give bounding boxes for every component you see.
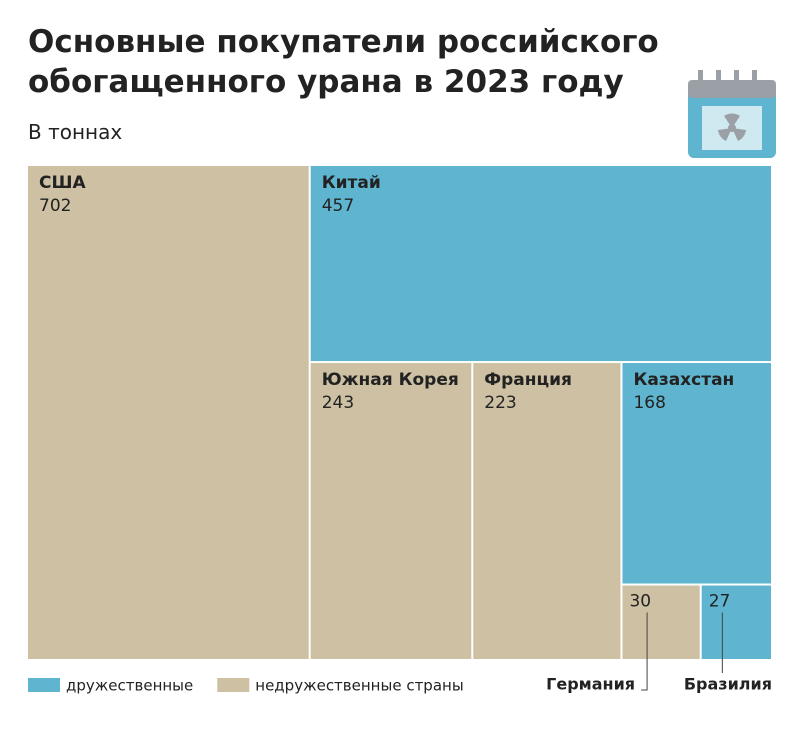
cell-label: Германия xyxy=(546,675,635,694)
value-label: 223 xyxy=(484,393,516,413)
treemap-cell xyxy=(622,585,700,659)
legend-label: дружественные xyxy=(66,677,193,695)
cell-label: Казахстан xyxy=(633,370,734,390)
chart-subtitle: В тоннах xyxy=(28,120,123,144)
treemap-cell xyxy=(622,363,771,584)
value-label: 457 xyxy=(322,196,354,216)
value-label: 30 xyxy=(629,592,651,612)
legend-swatch xyxy=(28,678,60,692)
legend-label: недружественные страны xyxy=(255,677,463,695)
treemap-cell xyxy=(310,363,472,659)
treemap-cell xyxy=(473,363,621,659)
treemap-cell xyxy=(701,585,771,659)
cell-label: США xyxy=(39,173,86,193)
treemap-cell xyxy=(310,166,771,362)
cell-label: Бразилия xyxy=(684,675,772,694)
treemap-cell xyxy=(28,166,309,659)
value-label: 27 xyxy=(709,592,731,612)
value-label: 243 xyxy=(322,393,354,413)
cell-label: Франция xyxy=(484,370,572,390)
cell-label: Южная Корея xyxy=(322,370,459,390)
value-label: 702 xyxy=(39,196,71,216)
icon xyxy=(688,70,776,158)
chart-title: Основные покупатели российского обогащен… xyxy=(28,24,659,100)
cell-label: Китай xyxy=(322,173,381,193)
legend-swatch xyxy=(217,678,250,692)
value-label: 168 xyxy=(633,393,665,413)
leader-line xyxy=(641,612,648,691)
